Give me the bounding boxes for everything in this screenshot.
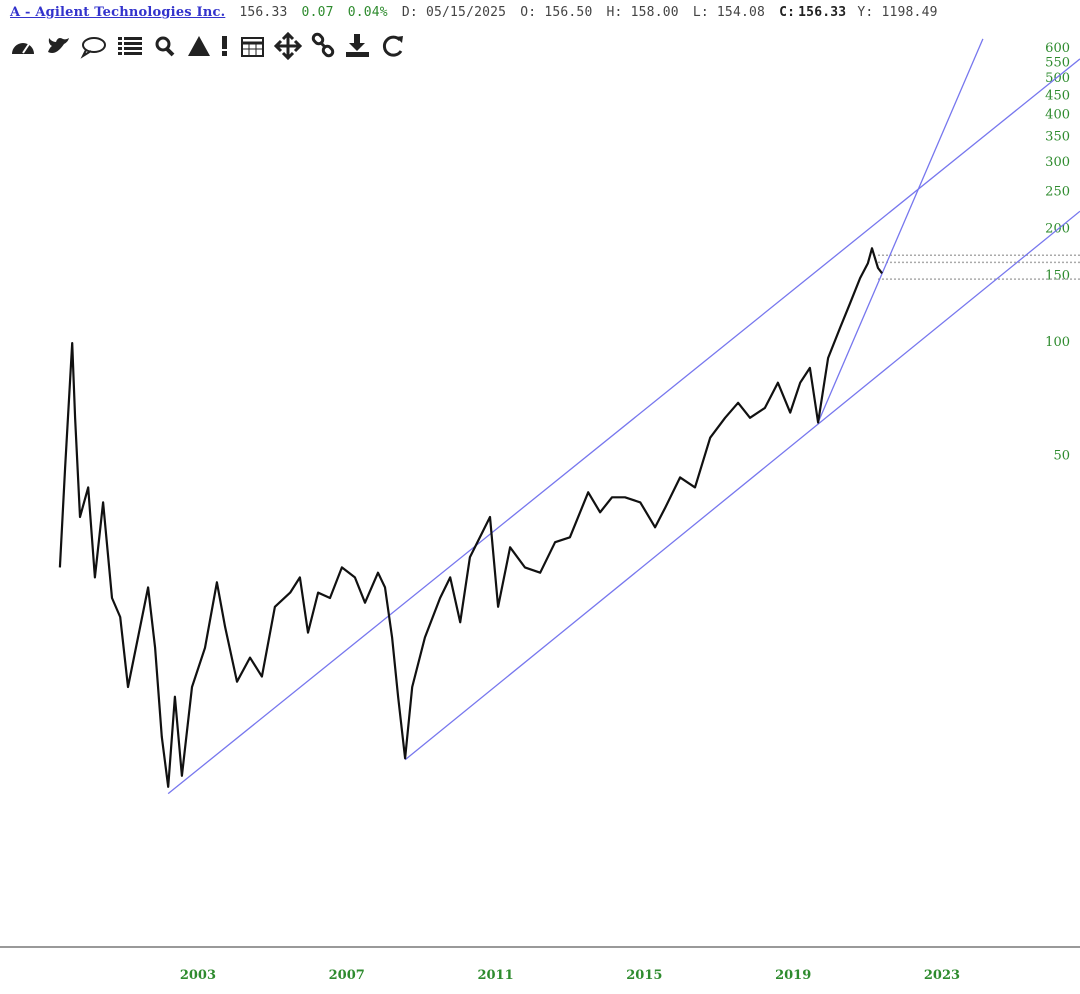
x-tick-label: 2007 (329, 968, 365, 983)
close-label: C: (779, 5, 796, 20)
symbol-link[interactable]: A - Agilent Technologies Inc. (10, 5, 226, 20)
y-tick-label: 350 (1045, 130, 1070, 145)
toolbar (12, 31, 403, 61)
search-icon[interactable] (155, 36, 175, 57)
y-tick-label: 100 (1045, 335, 1070, 350)
dashboard-icon[interactable] (12, 43, 34, 54)
open: O: 156.50 (520, 5, 593, 20)
y-tick-label: 400 (1045, 108, 1070, 123)
date: D: 05/15/2025 (401, 5, 507, 20)
download-icon[interactable] (346, 34, 369, 57)
calendar-icon[interactable] (241, 37, 264, 57)
quote-header: A - Agilent Technologies Inc. 156.33 0.0… (10, 5, 944, 20)
y-tick-label: 250 (1045, 185, 1070, 200)
move-icon[interactable] (273, 31, 303, 61)
comment-icon[interactable] (80, 37, 106, 59)
x-tick-label: 2011 (477, 968, 513, 983)
x-tick-label: 2023 (924, 968, 960, 983)
change: 0.07 (301, 5, 334, 20)
refresh-icon[interactable] (382, 35, 403, 57)
y-tick-label: 600 (1045, 41, 1070, 56)
twitter-icon[interactable] (48, 38, 69, 53)
alert-icon[interactable] (222, 36, 227, 56)
low: L: 154.08 (692, 5, 766, 20)
trendline (167, 58, 1080, 795)
list-icon[interactable] (118, 37, 142, 55)
y-tick-label: 50 (1053, 449, 1070, 464)
x-tick-label: 2019 (775, 968, 811, 983)
link-icon[interactable] (311, 32, 335, 58)
high: H: 158.00 (606, 5, 679, 20)
y-tick-label: 150 (1045, 268, 1070, 283)
y-tick-label: 450 (1045, 88, 1070, 103)
change-pct: 0.04% (347, 5, 388, 20)
trendline (817, 38, 984, 423)
trendline (404, 210, 1080, 761)
x-tick-label: 2003 (180, 968, 216, 983)
y-tick-label: 550 (1045, 55, 1070, 70)
last-price: 156.33 (239, 5, 288, 20)
x-tick-label: 2015 (626, 968, 662, 983)
triangle-icon[interactable] (188, 36, 210, 56)
y-value: Y: 1198.49 (857, 5, 938, 20)
close: 156.33 (798, 5, 847, 20)
price-line (58, 247, 883, 788)
y-tick-label: 300 (1045, 155, 1070, 170)
